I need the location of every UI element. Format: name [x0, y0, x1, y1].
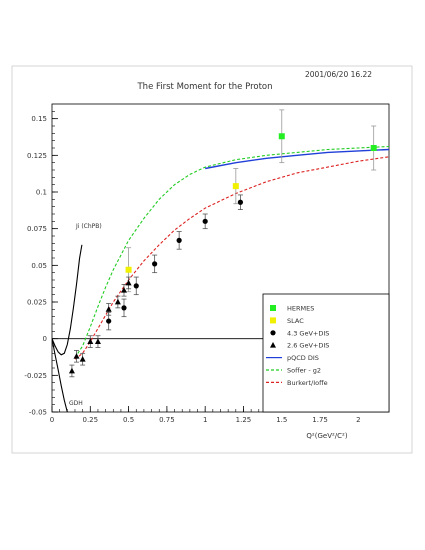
legend-label: 4.3 GeV+DIS [287, 329, 329, 337]
x-tick-label: 1.25 [236, 416, 252, 424]
y-axis: -0.05 -0.025 0 0.025 0.05 0.075 0.1 0.125 0.15 [24, 111, 58, 417]
legend-label: Burkert/Ioffe [287, 379, 328, 387]
point-4-3-gev-dis [121, 305, 127, 311]
legend-marker [270, 342, 276, 348]
x-tick-label: 1.5 [276, 416, 287, 424]
annotation-ji: Ji (ChPB) [75, 223, 102, 230]
point-2-6-gev-dis [79, 356, 86, 362]
x-tick-label: 1.75 [312, 416, 328, 424]
legend-marker [270, 305, 276, 311]
chart-title: The First Moment for the Proton [136, 82, 272, 92]
legend-label: 2.6 GeV+DIS [287, 342, 329, 350]
point-hermes [278, 133, 285, 140]
point-slac [125, 266, 132, 273]
point-4-3-gev-dis [202, 218, 208, 224]
annotation-gdh: GDH [69, 400, 83, 407]
point-2-6-gev-dis [125, 279, 132, 286]
point-4-3-gev-dis [152, 261, 158, 267]
curves [52, 145, 389, 412]
y-tick-label: 0.025 [27, 299, 47, 307]
legend-label: HERMES [287, 305, 314, 313]
curve-burkert-ioffe [74, 156, 389, 360]
y-tick-label: -0.025 [24, 372, 47, 380]
curve-pqcd-dis [205, 148, 389, 170]
y-tick-label: -0.05 [29, 409, 47, 417]
x-tick-label: 0.5 [123, 416, 134, 424]
legend-marker [270, 330, 276, 336]
x-tick-label: 2 [356, 416, 360, 424]
chart-timestamp: 2001/06/20 16.22 [305, 70, 372, 79]
y-tick-label: 0.125 [27, 152, 47, 160]
point-4-3-gev-dis [133, 283, 139, 289]
point-2-6-gev-dis [73, 353, 80, 359]
x-tick-label: 0 [50, 416, 54, 424]
point-2-6-gev-dis [114, 298, 121, 305]
curve-gdh [52, 338, 68, 412]
point-2-6-gev-dis [105, 306, 112, 312]
x-tick-label: 0.25 [82, 416, 98, 424]
point-2-6-gev-dis [68, 367, 75, 374]
point-2-6-gev-dis [120, 287, 127, 293]
y-tick-label: 0.15 [31, 115, 47, 123]
data-points [68, 109, 377, 378]
legend-marker [270, 317, 276, 324]
legend-box [262, 293, 390, 413]
x-axis: 0 0.25 0.5 0.75 1 1.25 1.5 1.75 2 [50, 406, 382, 424]
legend: HERMES SLAC 4.3 GeV+DIS 2.6 GeV+DIS pQCD DIS… [262, 293, 390, 413]
point-2-6-gev-dis [94, 338, 101, 344]
point-4-3-gev-dis [237, 199, 244, 205]
y-tick-label: 0 [43, 335, 47, 343]
curve-ji-chpb- [52, 244, 83, 356]
x-axis-label: Q²(GeV²/C²) [306, 432, 347, 440]
point-4-3-gev-dis [106, 318, 112, 324]
x-tick-label: 1 [203, 416, 207, 424]
legend-label: Soffer - g2 [287, 367, 321, 375]
y-tick-label: 0.05 [31, 262, 47, 270]
y-tick-label: 0.075 [27, 225, 47, 233]
y-tick-label: 0.1 [36, 189, 47, 197]
legend-label: pQCD DIS [287, 354, 319, 362]
point-slac [232, 183, 239, 190]
point-4-3-gev-dis [176, 237, 182, 243]
x-tick-label: 0.75 [159, 416, 175, 424]
curve-soffer-g2 [74, 145, 389, 358]
legend-label: SLAC [287, 317, 304, 325]
point-hermes [370, 145, 377, 151]
point-2-6-gev-dis [87, 338, 94, 344]
